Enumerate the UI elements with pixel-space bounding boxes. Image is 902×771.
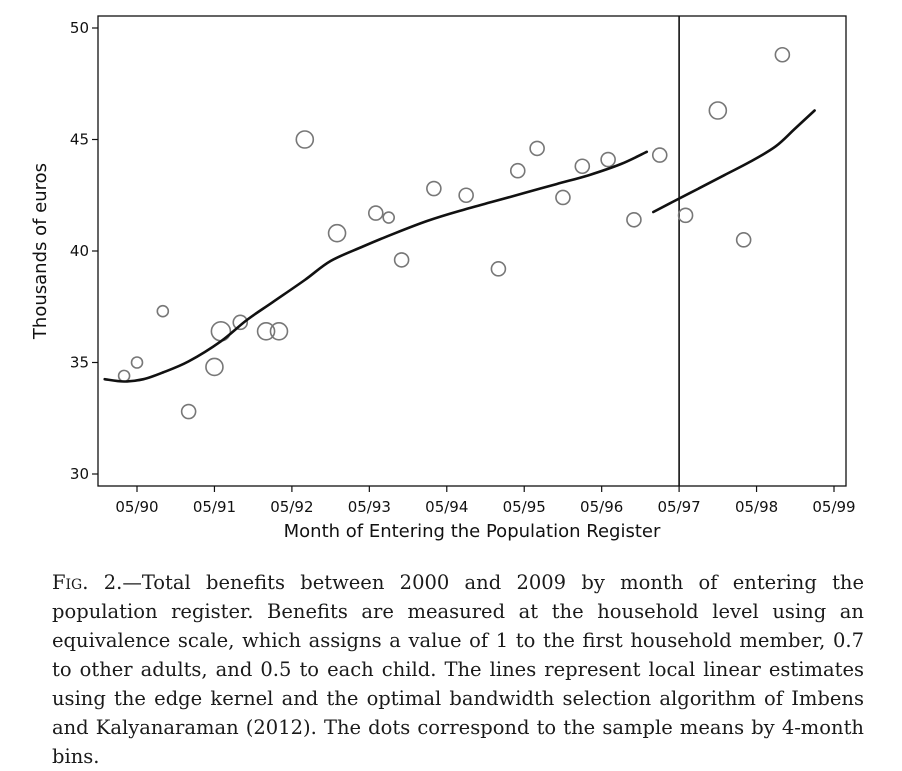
- data-point: [426, 180, 442, 197]
- y-tick-label: 40: [70, 242, 89, 260]
- x-tick-label: 05/99: [812, 498, 855, 516]
- data-point: [490, 261, 507, 277]
- fit-line-right: [652, 109, 816, 214]
- data-point: [651, 147, 668, 163]
- data-point: [600, 151, 616, 168]
- data-point: [156, 304, 170, 318]
- x-tick-label: 05/94: [425, 498, 468, 516]
- data-point: [117, 369, 131, 383]
- y-tick-label: 30: [70, 465, 89, 483]
- data-point: [269, 321, 289, 341]
- data-point: [393, 252, 410, 268]
- y-tick-label: 50: [70, 19, 89, 37]
- x-axis-title: Month of Entering the Population Registe…: [284, 521, 661, 542]
- data-points: [117, 46, 791, 420]
- data-point: [529, 140, 545, 157]
- fit-line-left: [103, 150, 649, 383]
- x-tick-label: 05/91: [193, 498, 236, 516]
- data-point: [735, 232, 752, 248]
- data-point: [382, 211, 395, 224]
- data-point: [677, 207, 694, 224]
- data-point: [210, 320, 232, 342]
- y-axis-title: Thousands of euros: [30, 163, 51, 340]
- data-point: [574, 158, 591, 175]
- x-tick-label: 05/97: [657, 498, 700, 516]
- x-tick-label: 05/98: [735, 498, 778, 516]
- data-point: [626, 211, 642, 228]
- figure-caption: Fig. 2.—Total benefits between 2000 and …: [52, 568, 864, 771]
- x-tick-label: 05/92: [270, 498, 313, 516]
- x-tick-label: 05/93: [348, 498, 391, 516]
- x-tick-label: 05/95: [503, 498, 546, 516]
- caption-text: —Total benefits between 2000 and 2009 by…: [52, 571, 864, 768]
- data-point: [256, 321, 276, 341]
- data-point: [509, 162, 526, 179]
- data-point: [367, 205, 384, 221]
- data-point: [458, 187, 474, 204]
- data-point: [295, 130, 315, 149]
- plot-frame: [97, 15, 847, 487]
- data-point: [180, 403, 197, 420]
- figure-label: Fig. 2.: [52, 571, 123, 594]
- fit-lines: [103, 109, 816, 383]
- x-tick-label: 05/96: [580, 498, 623, 516]
- data-point: [130, 356, 144, 369]
- data-point: [774, 46, 791, 63]
- y-tick-label: 45: [70, 131, 89, 149]
- y-tick-label: 35: [70, 354, 89, 372]
- data-point: [205, 357, 224, 377]
- y-axis-ticks: 30 35 40 45 50: [70, 19, 98, 483]
- data-point: [555, 189, 571, 206]
- x-axis-ticks: 05/90 05/91 05/92 05/93 05/94 05/95 05/96 05/97…: [115, 486, 856, 516]
- x-tick-label: 05/90: [115, 498, 158, 516]
- data-point: [327, 223, 347, 243]
- data-point: [232, 314, 249, 331]
- data-point: [708, 101, 728, 120]
